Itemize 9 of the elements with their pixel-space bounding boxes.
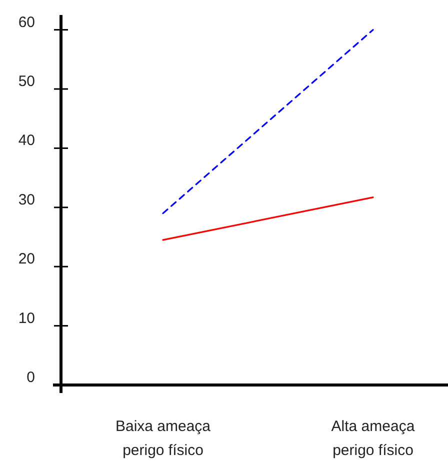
y-tick-label: 0 (26, 369, 35, 386)
y-tick-label: 60 (18, 14, 35, 31)
y-tick-label: 10 (18, 310, 35, 327)
x-tick-label: Baixa ameaça perigo físico (115, 418, 212, 459)
x-tick-label: Alta ameaça perigo físico (331, 418, 416, 459)
y-tick-label: 50 (18, 73, 35, 90)
y-tick-label: 30 (18, 191, 35, 208)
y-tick-label: 20 (18, 250, 35, 268)
y-tick-label: 40 (18, 132, 35, 150)
